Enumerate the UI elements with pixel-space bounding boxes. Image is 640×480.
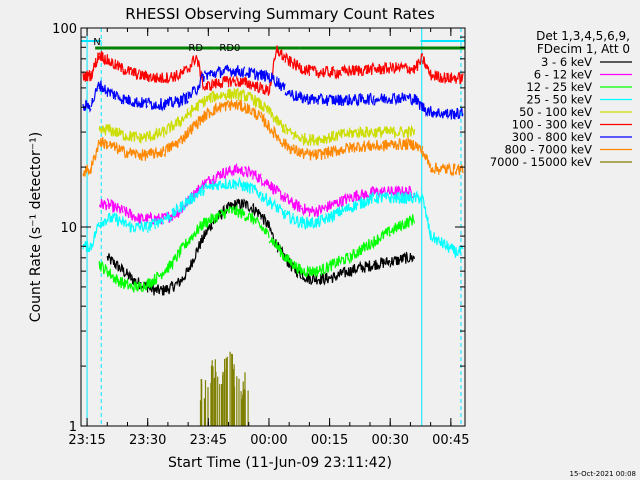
legend-label-3: 25 - 50 keV <box>526 93 592 107</box>
x-tick-label-3: 00:00 <box>250 433 287 448</box>
series-line-8 <box>199 351 249 426</box>
y-axis-label: Count Rate (s⁻¹ detector⁻¹) <box>28 132 44 322</box>
plot-area: N RD RD0 <box>81 28 465 426</box>
series-line-2 <box>98 205 416 293</box>
chart-title: RHESSI Observing Summary Count Rates <box>125 5 435 23</box>
x-tick-label-0: 23:15 <box>68 433 105 448</box>
annotation-label-3: RD0 <box>219 43 240 54</box>
legend-label-1: 6 - 12 keV <box>534 68 592 82</box>
x-tick-label-6: 00:45 <box>432 433 469 448</box>
x-axis-label: Start Time (11-Jun-09 23:11:42) <box>168 455 392 471</box>
series-line-6 <box>82 64 464 120</box>
x-tick-label-2: 23:45 <box>190 433 227 448</box>
legend-label-6: 300 - 800 keV <box>512 130 592 144</box>
annotation-label-2: RD <box>188 43 203 54</box>
legend-header-line-1: Det 1,3,4,5,6,9, <box>536 29 630 43</box>
x-tick-label-1: 23:30 <box>129 433 166 448</box>
timestamp: 15-Oct-2021 00:08 <box>570 470 636 478</box>
x-tick-label-5: 00:30 <box>371 433 408 448</box>
x-tick-label-4: 00:15 <box>311 433 348 448</box>
y-tick-label-0: 1 <box>69 420 77 435</box>
legend-label-8: 7000 - 15000 keV <box>490 155 592 169</box>
series-line-3 <box>82 176 464 258</box>
series-line-5 <box>82 45 464 96</box>
series-line-4 <box>98 87 416 147</box>
legend-label-2: 12 - 25 keV <box>526 80 592 94</box>
legend-label-4: 50 - 100 keV <box>519 105 592 119</box>
series-line-7 <box>82 99 464 177</box>
annotation-label-0: N <box>93 37 100 48</box>
y-tick-label-1: 10 <box>60 221 77 236</box>
y-tick-label-2: 100 <box>52 22 77 37</box>
legend-header-line-2: FDecim 1, Att 0 <box>537 42 630 56</box>
legend-label-7: 800 - 7000 keV <box>504 143 592 157</box>
legend-label-5: 100 - 300 keV <box>512 118 592 132</box>
axes: 1 10 100 23:15 23:30 23:45 00:00 00:15 00:30 00:4… <box>52 22 469 448</box>
legend-label-0: 3 - 6 keV <box>541 55 592 69</box>
